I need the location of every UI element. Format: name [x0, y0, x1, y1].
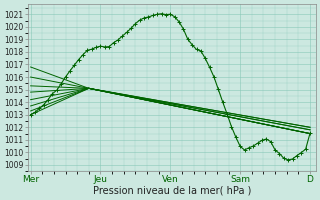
- X-axis label: Pression niveau de la mer( hPa ): Pression niveau de la mer( hPa ): [92, 186, 251, 196]
